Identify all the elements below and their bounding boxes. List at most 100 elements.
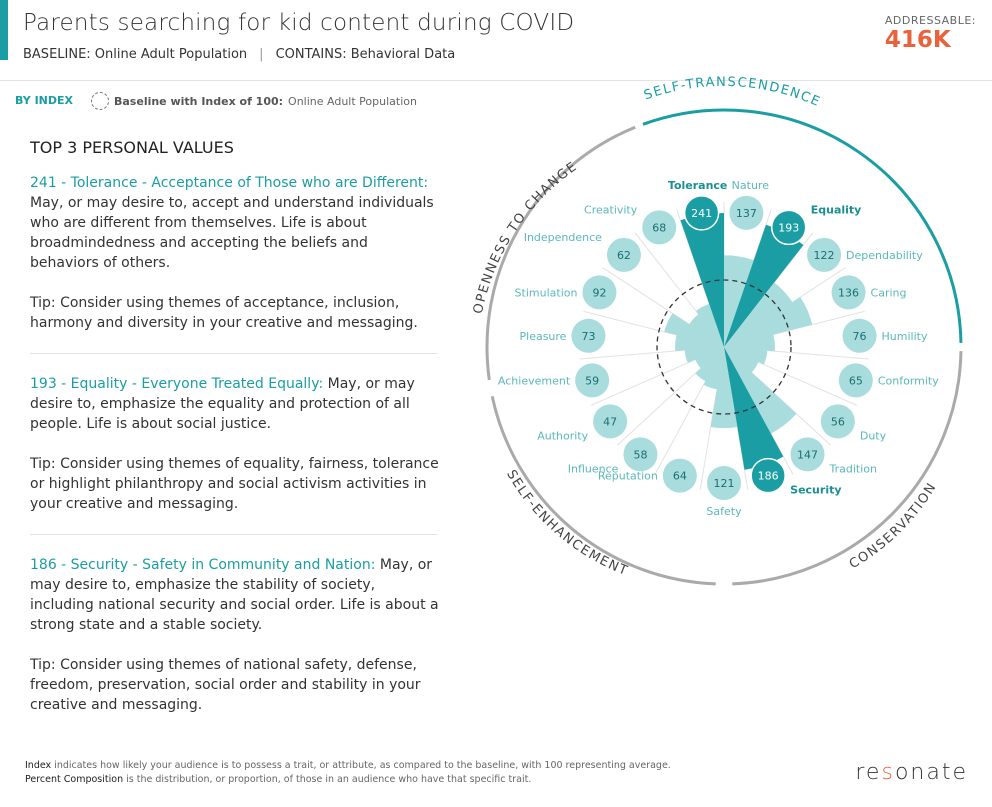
value-security: 186 - Security - Safety in Community and… [30,555,440,715]
bubble-value: 92 [592,286,606,299]
bubble-label: Equality [811,203,862,216]
wedge-pleasure [675,334,724,352]
bubble-circle [707,466,741,500]
bubble-value: 64 [673,470,687,483]
pc-term: Percent Composition [25,774,124,785]
bubble-label: Duty [860,429,887,442]
bubble-tolerance: 241 Tolerance [668,179,728,231]
bubble-circle [623,437,658,472]
by-index-toggle[interactable]: BY INDEX [15,94,74,107]
bubble-circle [838,363,873,398]
pc-def: is the distribution, or proportion, of t… [123,774,532,785]
top-values-panel: TOP 3 PERSONAL VALUES 241 - Tolerance - … [30,138,440,715]
bubble-circle [642,210,677,245]
wedge-nature [724,255,754,347]
bubble-circle [683,195,720,231]
spoke [723,267,846,348]
value-head: 186 - Security - Safety in Community and… [30,557,376,573]
bubble-stimulation: 92 Stimulation [515,275,617,310]
divider [0,80,992,81]
wedge-tradition [724,347,797,434]
baseline-legend: Baseline with Index of 100: Online Adult … [91,92,417,110]
bubble-value: 58 [633,448,647,461]
bubble-value: 65 [849,374,863,387]
bubble-label: Tradition [829,462,878,475]
bubble-value: 186 [758,470,779,483]
wedge-independence [689,314,724,347]
bubble-circle [820,404,855,439]
bubble-circle [575,363,610,398]
bubble-circle [842,318,877,353]
value-tip: Tip: Consider using themes of acceptance… [30,295,418,331]
addressable-value: 416K [884,27,951,53]
bubble-pleasure: 73 Pleasure [520,318,606,353]
bubble-label: Stimulation [515,286,578,299]
value-tip: Tip: Consider using themes of equality, … [30,456,439,512]
bubble-caring: 136 Caring [831,275,907,310]
bubble-value: 241 [691,207,712,220]
legend-bold: Baseline with Index of 100: [114,94,284,108]
bubble-label: Creativity [584,203,638,216]
bubble-label: Reputation [598,470,658,483]
wedge-influence [695,347,724,382]
wedge-authority [695,347,724,369]
accent-bar [0,0,8,60]
dashed-circle-icon [91,92,109,110]
bubble-tradition: 147 Tradition [790,437,878,475]
bubble-reputation: 64 Reputation [598,458,697,493]
wedge-creativity [696,303,724,347]
bubble-value: 121 [714,477,735,490]
value-tolerance: 241 - Tolerance - Acceptance of Those wh… [30,173,440,333]
wedge-achievement [684,347,724,363]
addressable: ADDRESSABLE: 416K [885,14,976,53]
bubble-creativity: 68 Creativity [584,203,677,245]
bubble-value: 47 [603,415,617,428]
spoke [591,346,725,406]
value-body: May, or may desire to, emphasize the sta… [30,557,439,633]
addressable-label: ADDRESSABLE: [884,14,976,27]
bubble-dependability: 122 Dependability [807,237,923,272]
spoke [723,346,857,406]
value-head: 241 - Tolerance - Acceptance of Those wh… [30,175,429,191]
bubble-value: 59 [585,374,599,387]
bubble-circle [807,237,842,272]
bubble-label: Humility [882,330,928,343]
bubble-conformity: 65 Conformity [838,363,939,398]
bubble-circle [606,237,641,272]
bubble-nature: 137 Nature [729,179,769,230]
wedge-stimulation [664,313,724,347]
page-title: Parents searching for kid content during… [23,10,575,36]
group-label-conservation: CONSERVATION [847,480,940,572]
bubble-label: Security [790,484,841,497]
bubble-security: 186 Security [750,457,842,497]
spoke [583,310,725,348]
bubble-circle [729,195,764,230]
wedge-tolerance [680,213,724,347]
group-label-openness: OPENNESS TO CHANGE [471,159,581,315]
bubble-circle [593,404,628,439]
value-equality: 193 - Equality - Everyone Treated Equall… [30,374,440,514]
spoke [579,346,725,360]
group-label-self-enhancement: SELF-ENHANCEMENT [503,468,630,580]
baseline-text: BASELINE: Online Adult Population [23,47,248,62]
bubble-label: Tolerance [668,179,728,192]
ring-self-transcendence [642,108,963,343]
bubble-equality: 193 Equality [770,203,862,246]
bubble-value: 68 [652,221,666,234]
value-body: May, or may desire to, accept and unders… [30,195,434,271]
resonate-logo: resonate [855,760,968,785]
spoke [699,346,725,491]
value-head: 193 - Equality - Everyone Treated Equall… [30,376,324,392]
spoke [602,267,725,348]
wedge-caring [724,297,813,347]
bubble-label: Conformity [878,374,939,387]
bubble-label: Safety [706,505,742,518]
wedge-dependability [724,282,793,347]
divider [30,534,437,535]
bubble-value: 136 [838,286,859,299]
bubble-circle [750,457,786,494]
wedge-equality [724,224,804,347]
bubble-value: 193 [778,221,799,234]
contains-text: CONTAINS: Behavioral Data [275,47,456,62]
bubble-authority: 47 Authority [537,404,628,442]
